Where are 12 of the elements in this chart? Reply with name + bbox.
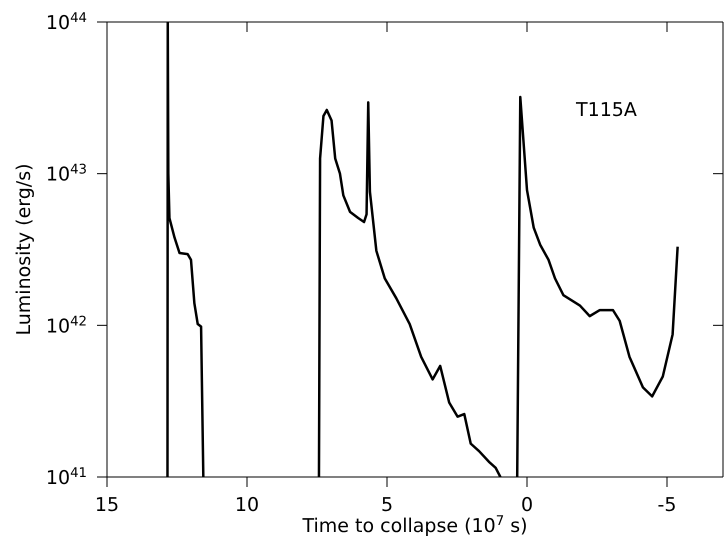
annotation: T115A [575, 99, 637, 121]
x-tick-label: 5 [380, 494, 394, 516]
y-axis-title: Luminosity (erg/s) [13, 163, 35, 336]
x-tick-label: 15 [94, 494, 120, 516]
y-tick-label: 10$^{43}$ [46, 162, 87, 186]
x-tick-label: -5 [658, 494, 676, 516]
x-tick-label: 10 [234, 494, 260, 516]
x-tick-label: 0 [520, 494, 534, 516]
y-tick-label: 10$^{42}$ [46, 314, 87, 338]
y-tick-label: 10$^{44}$ [46, 10, 87, 34]
y-tick-label: 10$^{41}$ [46, 466, 87, 489]
x-axis-title: Time to collapse (10$^{7}$ s) [301, 514, 528, 537]
